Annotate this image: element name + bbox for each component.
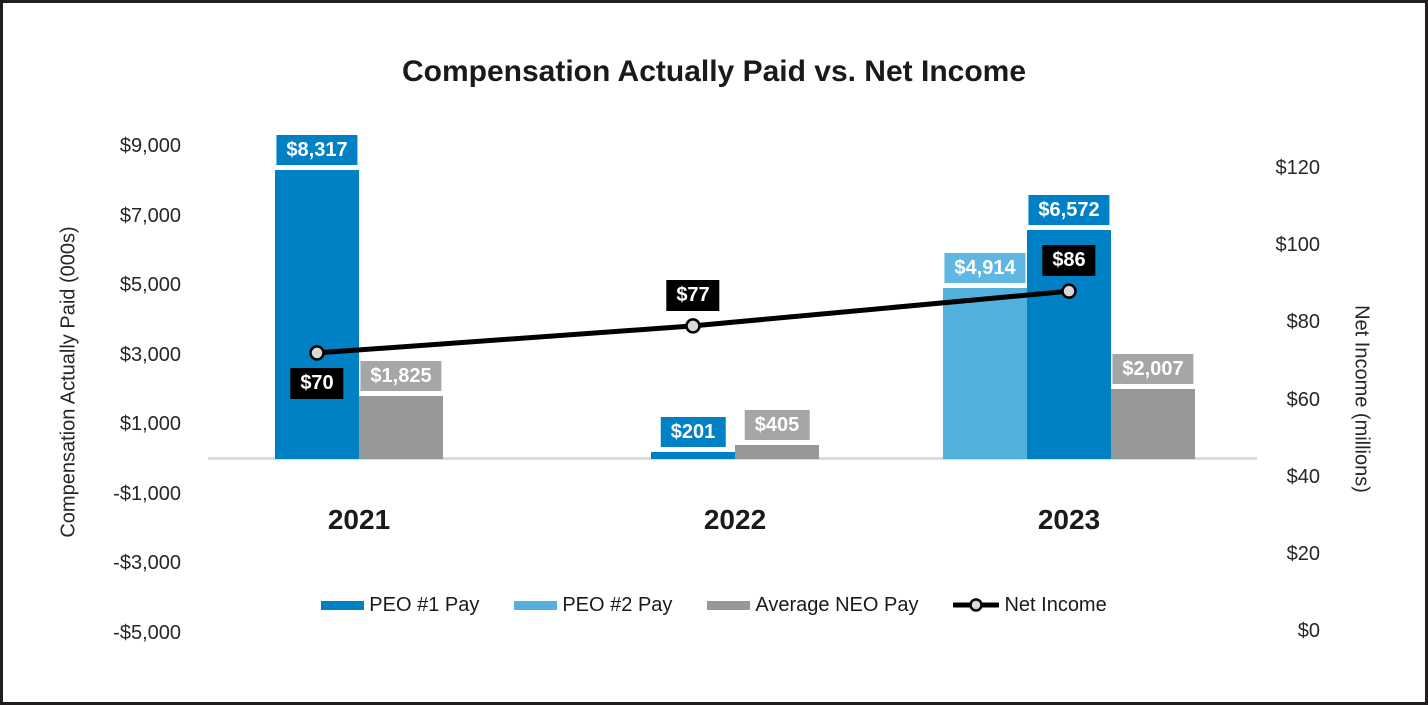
right-axis-tick-label: $100 [1275,234,1321,257]
legend: PEO #1 Pay PEO #2 Pay Average NEO Pay Net I… [3,591,1425,619]
x-axis-category-label: 2023 [1037,504,1101,535]
legend-label: Net Income [1004,593,1107,616]
bar-value-label: $2,007 [1112,354,1194,385]
left-axis-tick-label: $7,000 [119,204,181,227]
legend-item-average-neo-pay: Average NEO Pay [707,594,918,617]
x-axis-category-label: 2021 [327,504,391,535]
legend-swatch-icon [321,600,365,610]
bar-peo-1-pay [651,452,735,459]
bar-value-label: $8,317 [276,134,358,165]
legend-swatch-icon [514,600,558,610]
legend-label: PEO #1 Pay [369,593,480,616]
left-axis-tick-label: $5,000 [119,274,181,297]
legend-item-net-income: Net Income [953,593,1107,617]
net-income-marker [685,318,701,334]
right-axis-title: Net Income (millions) [1350,305,1373,493]
bar-average-neo-pay [735,444,819,459]
chart-title: Compensation Actually Paid vs. Net Incom… [401,55,1027,88]
legend-label: Average NEO Pay [755,593,919,616]
right-axis-tick-label: $60 [1286,388,1320,411]
bar-peo-2-pay [943,288,1027,459]
bar-value-label: $405 [744,409,810,440]
right-axis-tick-label: $120 [1275,157,1321,179]
bar-average-neo-pay [359,395,443,459]
legend-item-peo-2-pay: PEO #2 Pay [514,594,672,617]
bar-average-neo-pay [1111,389,1195,459]
x-axis-category-label: 2022 [703,504,767,535]
legend-item-peo-1-pay: PEO #1 Pay [321,594,479,617]
left-axis-tick-label: $1,000 [119,413,181,436]
left-axis-tick-label: $9,000 [119,134,181,157]
legend-label: PEO #2 Pay [562,593,673,616]
bar-value-label: $1,825 [360,360,442,391]
bar-value-label: $201 [660,417,726,447]
net-income-value-label: $86 [1042,245,1096,277]
net-income-value-label: $77 [666,279,720,311]
left-axis-tick-label: $3,000 [119,343,181,366]
bar-value-label: $6,572 [1028,195,1110,226]
right-axis-tick-label: $0 [1297,620,1320,642]
net-income-value-label: $70 [290,367,344,399]
right-axis-tick-label: $80 [1286,311,1320,334]
bar-peo-1-pay [275,169,359,459]
bar-value-label: $4,914 [944,253,1026,284]
left-axis-tick-label: -$5,000 [113,621,181,644]
right-axis-tick-label: $40 [1286,465,1320,488]
legend-swatch-icon [707,600,751,610]
left-axis-tick-label: -$1,000 [113,482,181,505]
right-axis-tick-label: $20 [1286,542,1320,565]
left-axis-tick-label: -$3,000 [113,552,181,575]
legend-line-marker-icon [953,598,1000,612]
